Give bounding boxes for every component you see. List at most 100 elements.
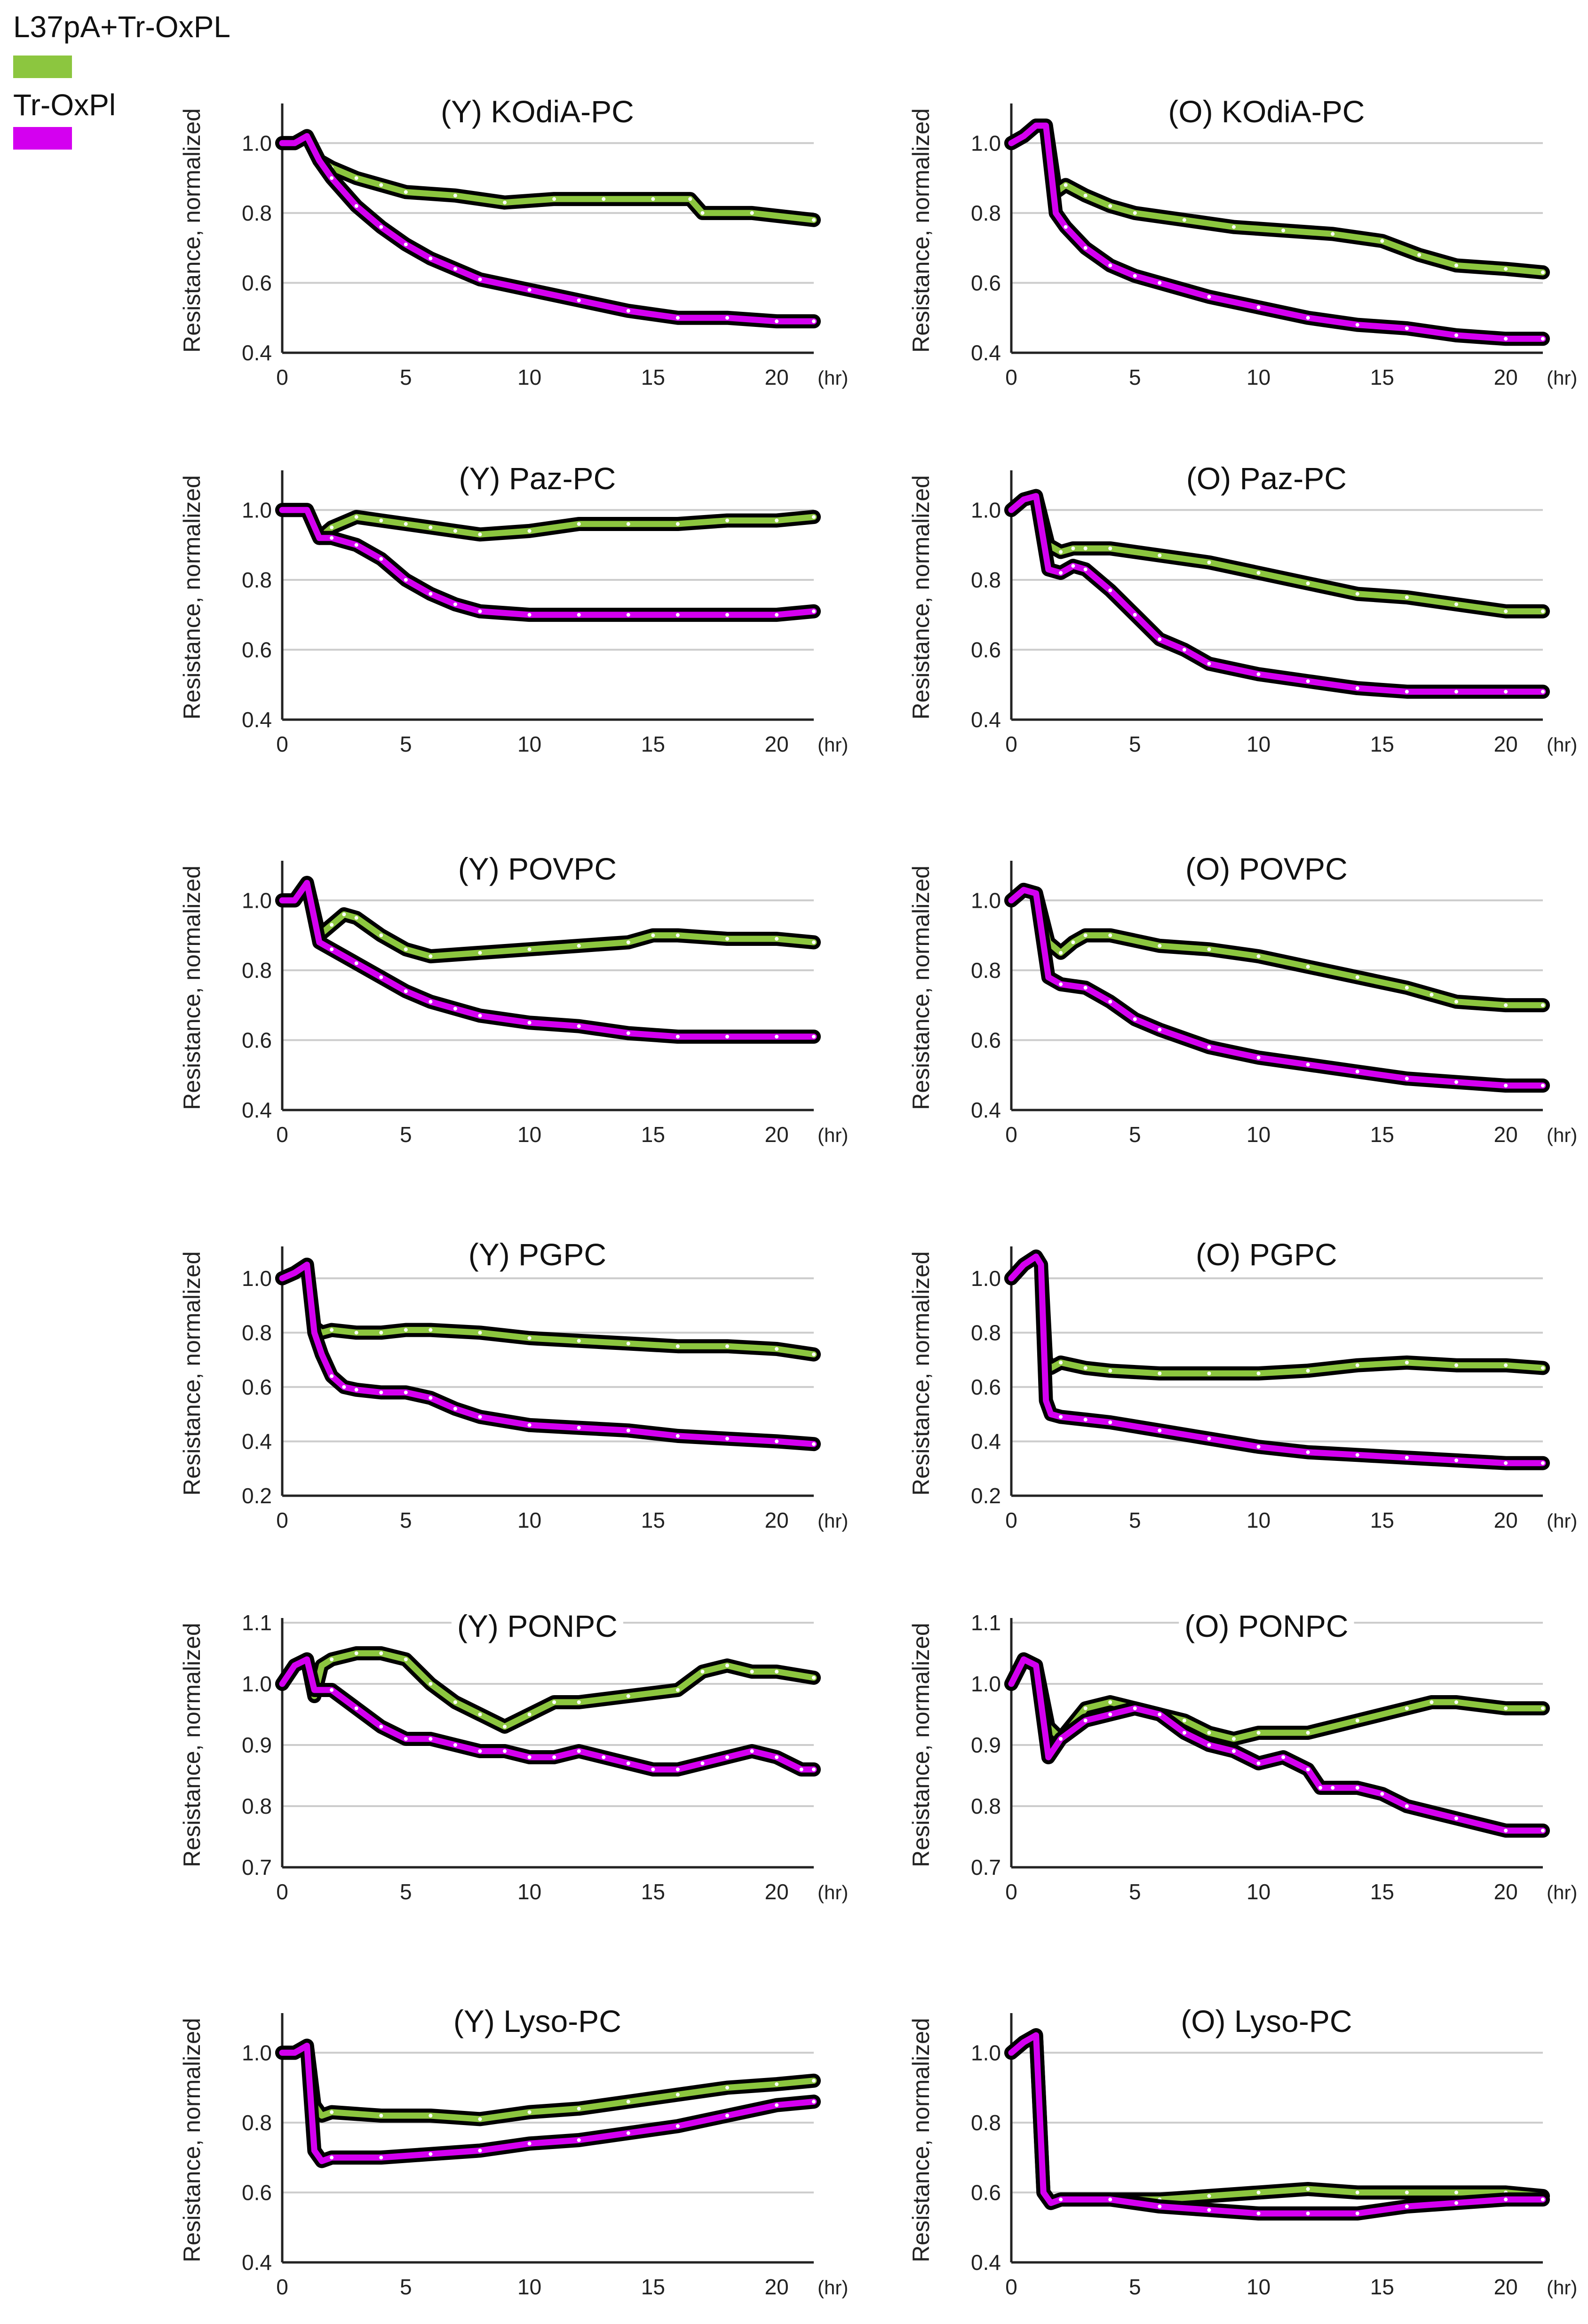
data-point [700, 1761, 705, 1765]
data-point [651, 933, 655, 937]
data-point [552, 197, 556, 201]
series-line-green [1008, 1253, 1546, 1377]
y-tick-label: 1.0 [971, 1672, 1001, 1696]
chart-title-background [1190, 1236, 1343, 1274]
data-point [1182, 1731, 1186, 1735]
data-point [1429, 992, 1434, 997]
y-tick-label: 1.0 [242, 1266, 272, 1291]
y-tick-label: 0.6 [242, 2180, 272, 2205]
chart-title: (Y) PGPC [468, 1237, 606, 1272]
data-point [1541, 609, 1545, 613]
y-axis-label: Resistance, normalized [179, 865, 205, 1110]
data-point [1207, 2194, 1211, 2198]
data-point [1454, 2190, 1459, 2195]
series-line-magenta [1008, 122, 1546, 342]
y-tick-label: 0.6 [242, 1028, 272, 1052]
data-point [725, 1035, 730, 1039]
data-point [1083, 246, 1088, 250]
data-point [354, 204, 358, 208]
x-unit-label: (hr) [818, 2276, 848, 2299]
series-line-magenta [279, 880, 817, 1040]
chart-title: (Y) PONPC [457, 1609, 618, 1643]
x-tick-label: 0 [276, 1122, 288, 1147]
x-tick-label: 15 [1370, 365, 1394, 389]
data-point [1306, 1731, 1310, 1735]
data-point [478, 609, 482, 613]
x-tick-label: 10 [1247, 1880, 1270, 1904]
data-point [1256, 672, 1261, 676]
data-point [577, 1426, 581, 1430]
data-point [453, 1407, 457, 1411]
y-tick-label: 0.8 [971, 2110, 1001, 2135]
data-point [330, 525, 334, 530]
data-point [577, 2138, 581, 2142]
y-axis-label: Resistance, normalized [179, 1623, 205, 1867]
y-tick-label: 0.8 [242, 1794, 272, 1818]
data-point [1355, 975, 1359, 979]
x-tick-label: 10 [1247, 2275, 1270, 2299]
data-point [602, 197, 606, 201]
x-tick-label: 15 [641, 2275, 665, 2299]
x-tick-label: 20 [765, 365, 789, 389]
data-point [1405, 595, 1409, 599]
data-point [1256, 305, 1261, 309]
data-point [1108, 1369, 1112, 1373]
data-point [1071, 564, 1075, 568]
data-point [1108, 588, 1112, 593]
data-point [379, 557, 383, 561]
data-point [1083, 933, 1088, 937]
data-point [1355, 686, 1359, 690]
data-point [1429, 1700, 1434, 1704]
x-tick-label: 10 [517, 1508, 541, 1532]
data-point [688, 197, 692, 201]
x-unit-label: (hr) [1547, 367, 1577, 389]
data-point [1158, 2205, 1162, 2209]
data-point [1083, 567, 1088, 571]
data-point [1207, 1731, 1211, 1735]
y-axis-label: Resistance, normalized [908, 865, 934, 1110]
data-point [675, 613, 680, 617]
data-point [1083, 547, 1088, 550]
chart-o-kodia-pc: 0.4 0.6 0.8 1.0 0 5 10 15 20 (hr) Resistance, norm… [908, 93, 1577, 389]
data-point [626, 1694, 630, 1698]
data-point [429, 1682, 433, 1686]
series-line-magenta [1008, 2032, 1546, 2217]
data-point [1158, 1713, 1162, 1716]
data-point [1158, 1372, 1162, 1375]
x-tick-label: 5 [400, 2275, 412, 2299]
data-point [1108, 547, 1112, 550]
data-point [1083, 1366, 1088, 1370]
y-tick-label: 1.0 [971, 2040, 1001, 2065]
x-tick-label: 20 [1494, 1508, 1518, 1532]
x-tick-label: 0 [1005, 732, 1017, 756]
data-point [527, 529, 532, 533]
x-tick-label: 5 [1129, 732, 1141, 756]
data-point [527, 1336, 532, 1340]
data-point [1504, 1084, 1508, 1087]
data-point [478, 1749, 482, 1753]
y-tick-label: 1.0 [242, 2040, 272, 2065]
data-point [379, 518, 383, 523]
data-point [626, 1761, 630, 1765]
y-axis-label: Resistance, normalized [908, 1623, 934, 1867]
y-tick-label: 0.4 [242, 707, 272, 732]
data-point [527, 2110, 532, 2114]
series-line-magenta [279, 2042, 817, 2165]
data-point [1256, 2190, 1261, 2195]
data-point [404, 989, 408, 993]
data-point [812, 2100, 816, 2104]
data-point [527, 2142, 532, 2146]
data-point [1306, 1063, 1310, 1067]
data-point [1133, 1017, 1137, 1021]
x-tick-label: 0 [276, 1508, 288, 1532]
data-point [1454, 1816, 1459, 1820]
data-point [1454, 1080, 1459, 1084]
data-point [429, 2114, 433, 2118]
data-point [404, 947, 408, 952]
series-line-magenta [279, 1261, 817, 1447]
data-point [1064, 183, 1068, 187]
data-point [429, 1328, 433, 1332]
data-point [1417, 253, 1421, 257]
data-point [775, 1670, 779, 1674]
chart-title: (Y) Lyso-PC [453, 2004, 621, 2038]
